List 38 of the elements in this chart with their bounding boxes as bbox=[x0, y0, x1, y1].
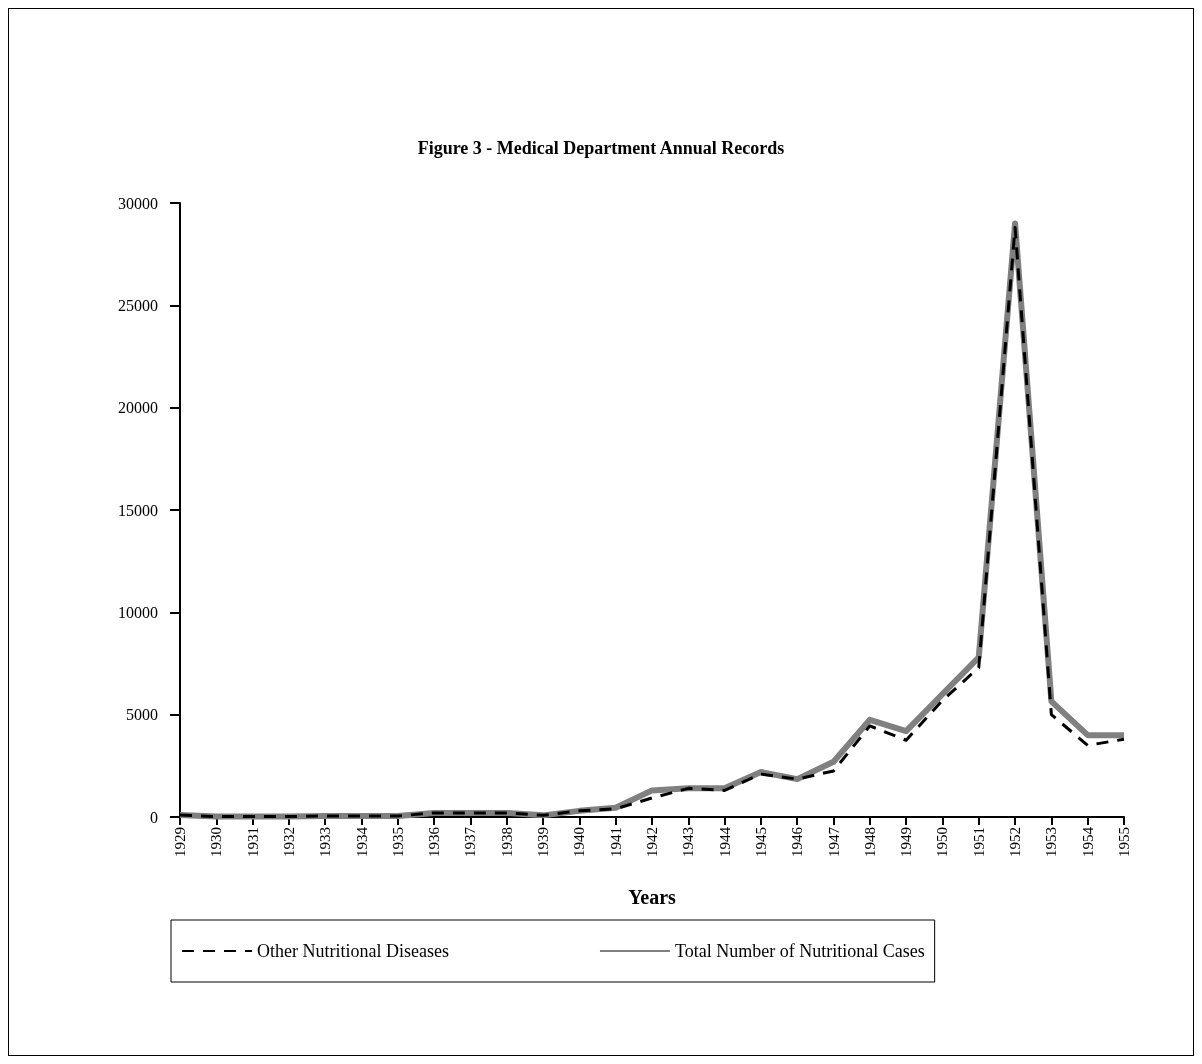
x-tick-label: 1935 bbox=[389, 827, 406, 857]
y-tick-label: 0 bbox=[150, 808, 158, 826]
x-tick-label: 1954 bbox=[1079, 826, 1096, 857]
x-tick-label: 1941 bbox=[607, 827, 624, 857]
x-tick-label: 1930 bbox=[208, 827, 225, 857]
x-tick-label: 1946 bbox=[789, 826, 806, 857]
x-tick-label: 1955 bbox=[1116, 827, 1132, 857]
x-tick-label: 1933 bbox=[317, 827, 334, 857]
x-axis-title: Years bbox=[628, 886, 677, 908]
x-tick-label: 1940 bbox=[571, 827, 588, 857]
x-tick-label: 1937 bbox=[462, 826, 479, 857]
y-tick-label: 15000 bbox=[118, 501, 158, 519]
x-tick-label: 1952 bbox=[1007, 827, 1024, 857]
legend-label: Total Number of Nutritional Cases bbox=[674, 941, 925, 961]
legend-label: Other Nutritional Diseases bbox=[257, 941, 449, 961]
y-tick-label: 5000 bbox=[126, 706, 158, 724]
x-tick-label: 1932 bbox=[280, 827, 297, 857]
x-tick-label: 1953 bbox=[1043, 827, 1060, 857]
x-tick-label: 1950 bbox=[934, 827, 951, 857]
x-tick-label: 1945 bbox=[752, 827, 769, 857]
x-tick-label: 1934 bbox=[353, 826, 370, 857]
x-tick-label: 1943 bbox=[680, 827, 697, 857]
x-tick-label: 1951 bbox=[970, 827, 987, 857]
y-tick-label: 20000 bbox=[118, 399, 158, 417]
x-tick-label: 1936 bbox=[426, 826, 443, 857]
x-tick-label: 1948 bbox=[861, 827, 878, 857]
x-tick-label: 1938 bbox=[498, 827, 515, 857]
x-tick-label: 1931 bbox=[244, 827, 261, 857]
x-tick-label: 1929 bbox=[172, 827, 188, 857]
y-tick-label: 10000 bbox=[118, 603, 158, 621]
x-tick-label: 1947 bbox=[825, 826, 842, 857]
x-tick-label: 1939 bbox=[535, 827, 552, 857]
x-tick-label: 1949 bbox=[898, 827, 915, 857]
chart-title: Figure 3 - Medical Department Annual Records bbox=[417, 138, 785, 158]
y-tick-label: 25000 bbox=[118, 296, 158, 314]
x-tick-label: 1942 bbox=[644, 827, 660, 857]
x-tick-label: 1944 bbox=[716, 826, 733, 857]
y-tick-label: 30000 bbox=[118, 194, 158, 212]
